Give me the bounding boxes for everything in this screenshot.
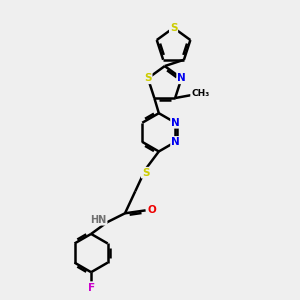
- Text: F: F: [88, 283, 95, 292]
- Text: N: N: [171, 118, 180, 128]
- Text: HN: HN: [90, 215, 106, 225]
- Text: S: S: [144, 73, 152, 83]
- Text: N: N: [177, 73, 186, 83]
- Text: N: N: [171, 137, 180, 147]
- Text: O: O: [148, 206, 156, 215]
- Text: CH₃: CH₃: [191, 89, 209, 98]
- Text: S: S: [142, 168, 149, 178]
- Text: S: S: [170, 23, 177, 33]
